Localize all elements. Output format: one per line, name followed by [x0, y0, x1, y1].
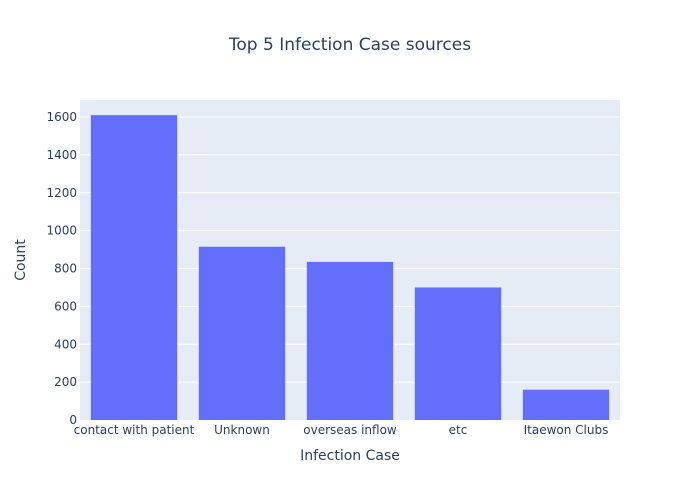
- x-tick-label: Itaewon Clubs: [524, 423, 609, 437]
- y-tick-label: 800: [54, 262, 77, 276]
- bar-overseas-inflow: [306, 261, 394, 420]
- x-axis-ticks: contact with patient Unknown overseas infl…: [74, 423, 609, 437]
- x-tick-label: overseas inflow: [303, 423, 397, 437]
- bar-itaewon-clubs: [522, 389, 610, 420]
- bars: [90, 115, 610, 421]
- bar-contact-with-patient: [90, 115, 178, 421]
- y-axis-title: Count: [13, 239, 29, 281]
- y-tick-label: 200: [54, 375, 77, 389]
- y-tick-label: 1600: [46, 110, 77, 124]
- y-tick-label: 1000: [46, 224, 77, 238]
- chart-title: Top 5 Infection Case sources: [228, 35, 471, 55]
- bar-unknown: [198, 246, 286, 420]
- bar-etc: [414, 287, 502, 420]
- y-tick-label: 1400: [46, 148, 77, 162]
- y-tick-label: 600: [54, 299, 77, 313]
- y-tick-label: 1200: [46, 186, 77, 200]
- x-tick-label: etc: [449, 423, 468, 437]
- x-tick-label: Unknown: [214, 423, 270, 437]
- x-axis-title: Infection Case: [300, 448, 400, 464]
- y-tick-label: 0: [69, 413, 77, 427]
- x-tick-label: contact with patient: [74, 423, 195, 437]
- y-axis-ticks: 0 200 400 600 800 1000 1200 1400 1600: [46, 110, 77, 427]
- y-tick-label: 400: [54, 337, 77, 351]
